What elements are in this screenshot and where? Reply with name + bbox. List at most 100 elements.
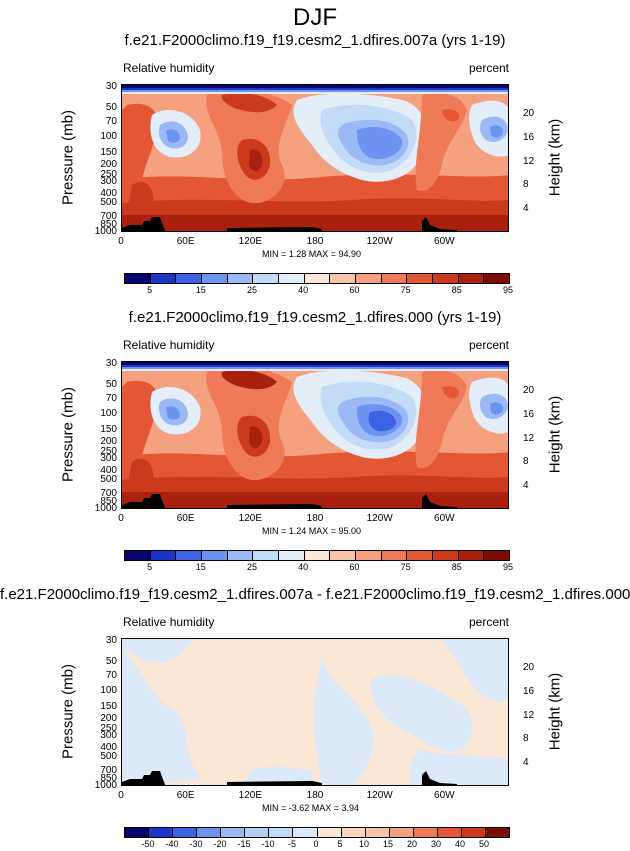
colorbar (124, 273, 510, 284)
contour-region (122, 103, 158, 195)
contour-region (221, 370, 277, 390)
y-tick-label: 500 (100, 474, 117, 486)
contour-region (221, 93, 277, 113)
colorbar-label: 25 (246, 285, 257, 295)
contour-region (410, 749, 508, 785)
colorbar-swatch (253, 551, 280, 560)
y-tick-label: 70 (105, 669, 117, 681)
y2-tick-label: 4 (523, 479, 529, 491)
y-tick-label: 100 (100, 130, 117, 142)
colorbar-label: 15 (195, 562, 206, 572)
x-tick-label: 60W (434, 236, 455, 247)
contour-region (166, 129, 180, 143)
y2-tick-label: 8 (523, 456, 529, 468)
colorbar-swatch (150, 551, 177, 560)
y2-tick-label: 20 (523, 108, 535, 120)
y-tick-label: 400 (100, 742, 117, 754)
colorbar-label: 5 (337, 839, 343, 849)
colorbar-label: 25 (246, 562, 257, 572)
colorbar-swatch (485, 828, 509, 837)
colorbar-label: 0 (313, 839, 319, 849)
y2-tick-label: 20 (523, 662, 535, 674)
y-tick-label: 400 (100, 465, 117, 477)
x-tick-label: 60E (176, 513, 195, 524)
colorbar-swatch (125, 551, 151, 560)
y-tick-label: 200 (100, 713, 117, 725)
colorbar-label: 95 (502, 562, 513, 572)
y-axis-label-right: Height (km) (546, 395, 564, 474)
x-tick-label: 120W (366, 513, 393, 524)
y-tick-label: 700 (100, 488, 117, 500)
x-tick-label: 120W (366, 790, 393, 801)
colorbar-label: -10 (261, 839, 275, 849)
colorbar-label: -50 (141, 839, 155, 849)
x-tick-label: 60W (434, 790, 455, 801)
colorbar-swatch (407, 274, 434, 283)
colorbar-label: 5 (147, 562, 153, 572)
colorbar-label: 60 (349, 285, 360, 295)
contour-region (122, 367, 508, 369)
colorbar-swatch (173, 828, 198, 837)
colorbar-label: -30 (189, 839, 203, 849)
contour-region (122, 365, 508, 367)
colorbar-label: 30 (430, 839, 441, 849)
colorbar-swatch (176, 274, 203, 283)
topography-mask (122, 217, 457, 231)
y-axis-label-right: Height (km) (546, 672, 564, 751)
y-tick-label: 850 (100, 773, 117, 785)
colorbar-swatch (253, 274, 280, 283)
y-axis-label-right: Height (km) (546, 118, 564, 197)
y-tick-label: 30 (105, 80, 117, 92)
colorbar-swatch (245, 828, 270, 837)
y-tick-label: 100 (100, 407, 117, 419)
colorbar-swatch (330, 551, 357, 560)
x-tick-label: 0 (118, 790, 124, 801)
contour-region (122, 649, 202, 785)
colorbar-swatch (407, 551, 434, 560)
colorbar-swatch (150, 274, 177, 283)
x-tick-label: 180 (306, 790, 324, 801)
colorbar-swatch (433, 551, 459, 560)
colorbar-swatch (279, 274, 305, 283)
variable-label: Relative humidity (123, 615, 215, 629)
x-tick-label: 180 (306, 236, 324, 247)
y-tick-label: 700 (100, 211, 117, 223)
y-tick-label: 50 (105, 378, 117, 390)
colorbar-label: 20 (406, 839, 417, 849)
y-tick-label: 250 (100, 445, 117, 457)
colorbar-label: 85 (451, 562, 462, 572)
contour-region (122, 215, 508, 231)
topography-mask (122, 771, 457, 785)
x-tick-label: 180 (306, 513, 324, 524)
colorbar-swatch (149, 828, 174, 837)
y-tick-label: 150 (100, 147, 117, 159)
y2-tick-label: 16 (523, 408, 535, 420)
contour-region (490, 125, 504, 138)
min-max-stats: MIN = 1.28 MAX = 94.90 (262, 249, 362, 259)
contour-region (243, 766, 312, 785)
colorbar-label: 15 (195, 285, 206, 295)
colorbar-swatch (356, 274, 382, 283)
contour-region (166, 406, 180, 420)
x-tick-label: 0 (118, 236, 124, 247)
colorbar-label: -40 (165, 839, 179, 849)
contour-region (122, 639, 192, 663)
units-label: percent (468, 61, 509, 75)
y-tick-label: 30 (105, 634, 117, 646)
y-axis-label-left: Pressure (mb) (59, 386, 77, 483)
contour-region (490, 402, 504, 415)
colorbar-label: -20 (213, 839, 227, 849)
colorbar-swatch (202, 551, 228, 560)
y-tick-label: 200 (100, 436, 117, 448)
colorbar-label: 15 (382, 839, 393, 849)
colorbar-swatch (389, 828, 414, 837)
contour-field (122, 639, 508, 785)
contour-region (368, 133, 396, 155)
colorbar-label: 95 (502, 285, 513, 295)
x-tick-label: 0 (118, 513, 124, 524)
colorbar-swatch (304, 551, 331, 560)
panel-title: f.e21.F2000climo.f19_f19.cesm2_1.dfires.… (124, 32, 506, 49)
colorbar-swatch (197, 828, 222, 837)
y-tick-label: 1000 (94, 226, 117, 237)
y-tick-label: 700 (100, 765, 117, 777)
